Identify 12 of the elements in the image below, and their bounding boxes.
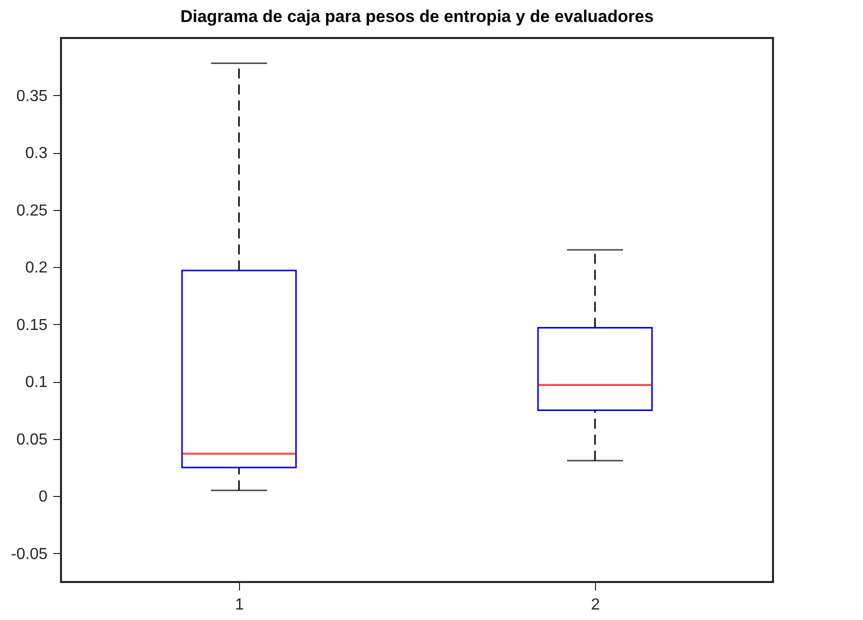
chart-title: Diagrama de caja para pesos de entropia y de evaluadores <box>180 7 654 26</box>
y-tick-label: 0.15 <box>16 316 48 334</box>
y-tick-label: 0.1 <box>25 374 48 392</box>
y-tick-label: 0.2 <box>25 260 48 277</box>
y-tick-label: 0.3 <box>25 145 48 162</box>
y-tick-label: 0 <box>38 488 48 506</box>
x-tick-label: 1 <box>235 596 244 614</box>
x-tick-label: 2 <box>591 596 600 614</box>
y-tick-label: 0.25 <box>16 202 48 220</box>
y-tick-label: 0.35 <box>16 88 48 105</box>
y-tick-label: -0.05 <box>11 546 48 563</box>
y-tick-label: 0.05 <box>16 431 48 448</box>
